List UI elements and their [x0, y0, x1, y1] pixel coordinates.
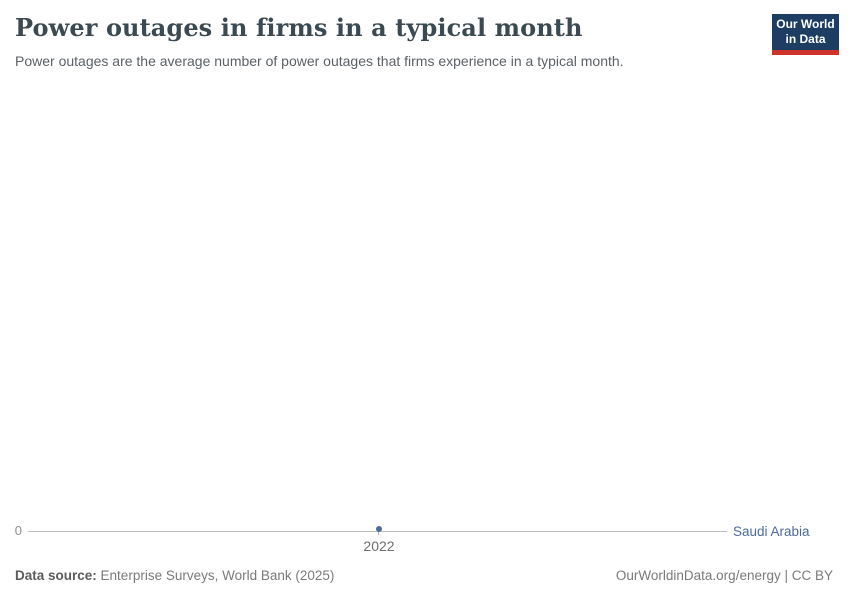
x-axis-tick-label: 2022: [363, 538, 395, 554]
y-axis-zero-tick-label: 0: [14, 523, 22, 538]
chart-footer: Data source: Enterprise Surveys, World B…: [15, 568, 833, 583]
attribution-link[interactable]: OurWorldinData.org/energy | CC BY: [615, 568, 833, 583]
x-axis-tick-mark: [378, 532, 379, 535]
data-source-label: Data source:: [15, 568, 97, 583]
data-source-value: Enterprise Surveys, World Bank (2025): [100, 568, 335, 583]
data-source-note: Data source: Enterprise Surveys, World B…: [15, 568, 334, 583]
owid-logo-line2: in Data: [785, 32, 826, 46]
series-label-saudi-arabia[interactable]: Saudi Arabia: [733, 524, 810, 539]
data-point-saudi-arabia-2022[interactable]: [376, 526, 382, 532]
chart-title: Power outages in firms in a typical mont…: [15, 13, 583, 42]
chart-subtitle: Power outages are the average number of …: [15, 53, 624, 69]
owid-logo-line1: Our World: [776, 17, 835, 31]
plot-area: 0 2022 Saudi Arabia: [0, 75, 850, 555]
owid-logo[interactable]: Our World in Data: [772, 14, 839, 55]
